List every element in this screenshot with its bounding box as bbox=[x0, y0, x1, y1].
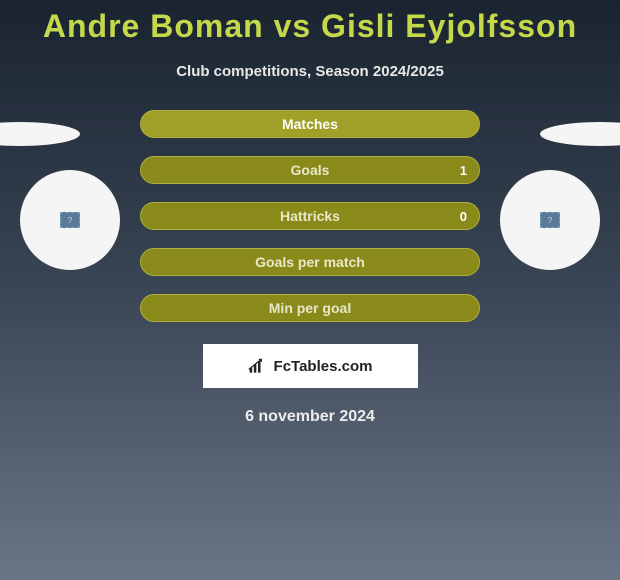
stat-bars: Matches Goals 1 Hattricks 0 Goals per ma… bbox=[140, 110, 480, 322]
stat-bar-goals: Goals 1 bbox=[140, 156, 480, 184]
brand-text: FcTables.com bbox=[274, 358, 373, 375]
page-title: Andre Boman vs Gisli Eyjolfsson bbox=[0, 0, 620, 45]
stat-bar-goals-per-match: Goals per match bbox=[140, 248, 480, 276]
stat-value-right: 1 bbox=[460, 163, 467, 178]
decor-ellipse-right bbox=[540, 122, 620, 146]
stat-value-right: 0 bbox=[460, 209, 467, 224]
stat-label: Min per goal bbox=[269, 300, 351, 316]
player-circle-left: ? bbox=[20, 170, 120, 270]
date-label: 6 november 2024 bbox=[0, 408, 620, 426]
placeholder-icon: ? bbox=[60, 212, 80, 228]
stat-label: Matches bbox=[282, 116, 338, 132]
subtitle: Club competitions, Season 2024/2025 bbox=[0, 63, 620, 80]
stat-bar-hattricks: Hattricks 0 bbox=[140, 202, 480, 230]
decor-ellipse-left bbox=[0, 122, 80, 146]
stat-label: Hattricks bbox=[280, 208, 340, 224]
brand-box[interactable]: FcTables.com bbox=[203, 344, 418, 388]
stat-label: Goals bbox=[291, 162, 330, 178]
bars-chart-icon bbox=[248, 357, 268, 375]
stat-bar-matches: Matches bbox=[140, 110, 480, 138]
player-circle-right: ? bbox=[500, 170, 600, 270]
stat-bar-min-per-goal: Min per goal bbox=[140, 294, 480, 322]
placeholder-icon: ? bbox=[540, 212, 560, 228]
stat-label: Goals per match bbox=[255, 254, 365, 270]
